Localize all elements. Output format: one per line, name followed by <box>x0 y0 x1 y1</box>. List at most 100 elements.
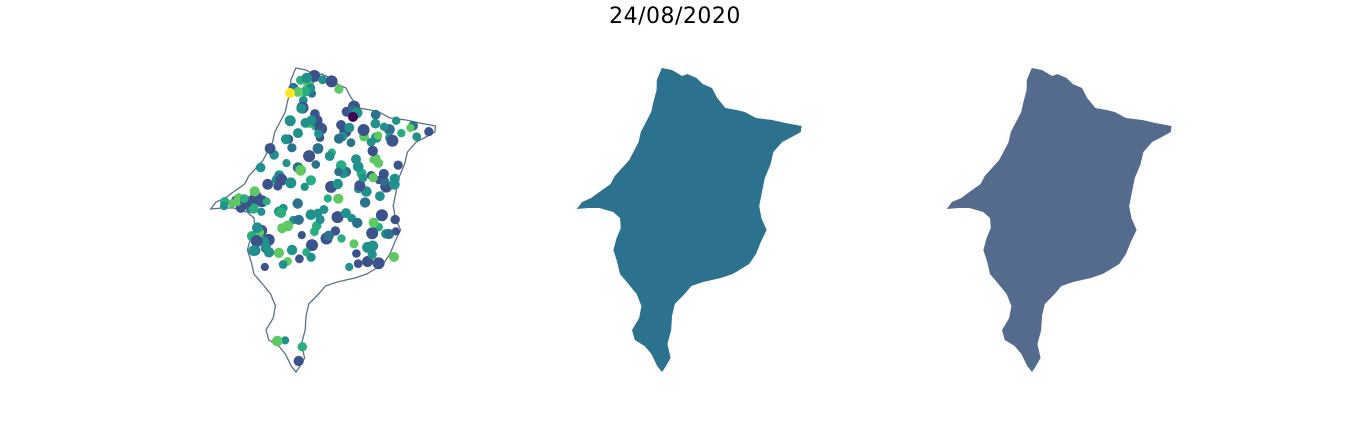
municipality-point <box>297 231 306 240</box>
municipality-point <box>293 355 304 367</box>
map-3-categories <box>946 68 1172 372</box>
municipality-point <box>306 252 316 262</box>
figure-title: 24/08/2020 <box>609 4 741 29</box>
municipality-point <box>249 186 260 197</box>
municipality-point <box>255 162 266 173</box>
municipality-point <box>248 203 259 214</box>
municipality-point <box>314 129 323 139</box>
municipality-point <box>306 239 318 252</box>
municipality-point <box>295 254 304 264</box>
municipality-point <box>293 128 303 139</box>
municipality-point <box>250 235 263 248</box>
municipality-point <box>392 116 401 125</box>
municipality-point <box>305 209 317 220</box>
municipality-point <box>372 257 385 270</box>
municipality-point <box>333 133 344 144</box>
municipality-points <box>219 70 434 367</box>
municipality-point <box>412 132 422 142</box>
municipality-point <box>306 115 317 126</box>
state-fill <box>946 68 1172 372</box>
municipality-point <box>368 173 378 183</box>
municipality-point <box>296 103 307 114</box>
municipality-point <box>358 173 368 183</box>
municipality-point <box>367 145 378 157</box>
municipality-point <box>273 247 284 258</box>
municipality-point <box>300 182 309 191</box>
municipality-point <box>348 112 358 122</box>
municipality-point <box>379 122 389 131</box>
municipality-point <box>354 180 366 192</box>
municipality-point <box>367 249 377 260</box>
municipality-point <box>334 84 344 94</box>
municipality-point <box>333 193 344 204</box>
municipality-point <box>263 247 275 258</box>
municipality-point <box>368 217 379 228</box>
municipality-point <box>284 115 296 127</box>
municipality-point <box>262 197 271 206</box>
municipality-point <box>275 207 287 218</box>
municipality-point <box>228 199 237 208</box>
municipality-point <box>282 220 293 232</box>
municipality-point <box>282 159 291 168</box>
municipality-point <box>349 239 359 249</box>
municipality-point <box>278 260 288 269</box>
municipality-point <box>332 178 343 190</box>
municipality-point <box>366 227 379 240</box>
municipality-point <box>264 143 276 154</box>
municipality-point <box>310 227 319 237</box>
state-fill <box>576 68 802 372</box>
municipality-point <box>325 75 338 88</box>
municipality-point <box>272 335 283 347</box>
municipality-point <box>370 118 381 129</box>
municipality-point <box>295 164 307 176</box>
municipality-point <box>389 252 399 262</box>
municipality-point <box>311 160 321 169</box>
municipality-point <box>373 158 384 168</box>
municipality-point <box>406 123 415 132</box>
municipality-point <box>293 87 303 97</box>
municipality-point <box>378 168 389 180</box>
municipality-point <box>293 214 304 225</box>
municipality-point <box>301 72 313 84</box>
municipality-point <box>260 262 269 272</box>
municipality-point <box>281 336 290 345</box>
municipality-point <box>375 209 388 222</box>
municipality-point <box>319 205 329 214</box>
municipality-point <box>315 214 325 225</box>
municipality-point <box>303 150 316 163</box>
municipality-point <box>344 122 355 133</box>
municipality-point <box>287 143 297 153</box>
municipality-point <box>323 194 332 203</box>
municipality-point <box>390 214 400 225</box>
municipality-point <box>257 207 266 216</box>
municipality-point <box>352 217 363 229</box>
municipality-point <box>312 143 324 154</box>
municipality-point <box>397 129 406 138</box>
municipality-point <box>286 244 298 256</box>
municipality-point <box>388 178 400 190</box>
municipality-point <box>248 245 259 257</box>
municipality-point <box>297 342 307 352</box>
municipality-point <box>383 228 394 240</box>
municipality-point <box>318 75 327 85</box>
municipality-point <box>345 262 354 272</box>
municipality-point <box>337 234 346 243</box>
municipality-point <box>305 175 316 186</box>
municipality-point <box>359 197 371 208</box>
municipality-point <box>331 211 344 224</box>
municipality-point <box>262 178 274 190</box>
municipality-point <box>219 201 229 211</box>
municipality-point <box>275 173 288 186</box>
municipality-point <box>334 167 343 177</box>
municipality-point <box>292 198 303 209</box>
municipality-point <box>367 240 379 252</box>
municipality-point <box>353 259 363 268</box>
municipality-point <box>285 88 295 98</box>
municipality-point <box>424 127 434 137</box>
municipality-point <box>362 256 374 267</box>
municipality-point <box>300 86 311 97</box>
municipality-point <box>357 124 370 136</box>
municipality-point <box>323 230 334 241</box>
municipality-point <box>251 222 263 233</box>
